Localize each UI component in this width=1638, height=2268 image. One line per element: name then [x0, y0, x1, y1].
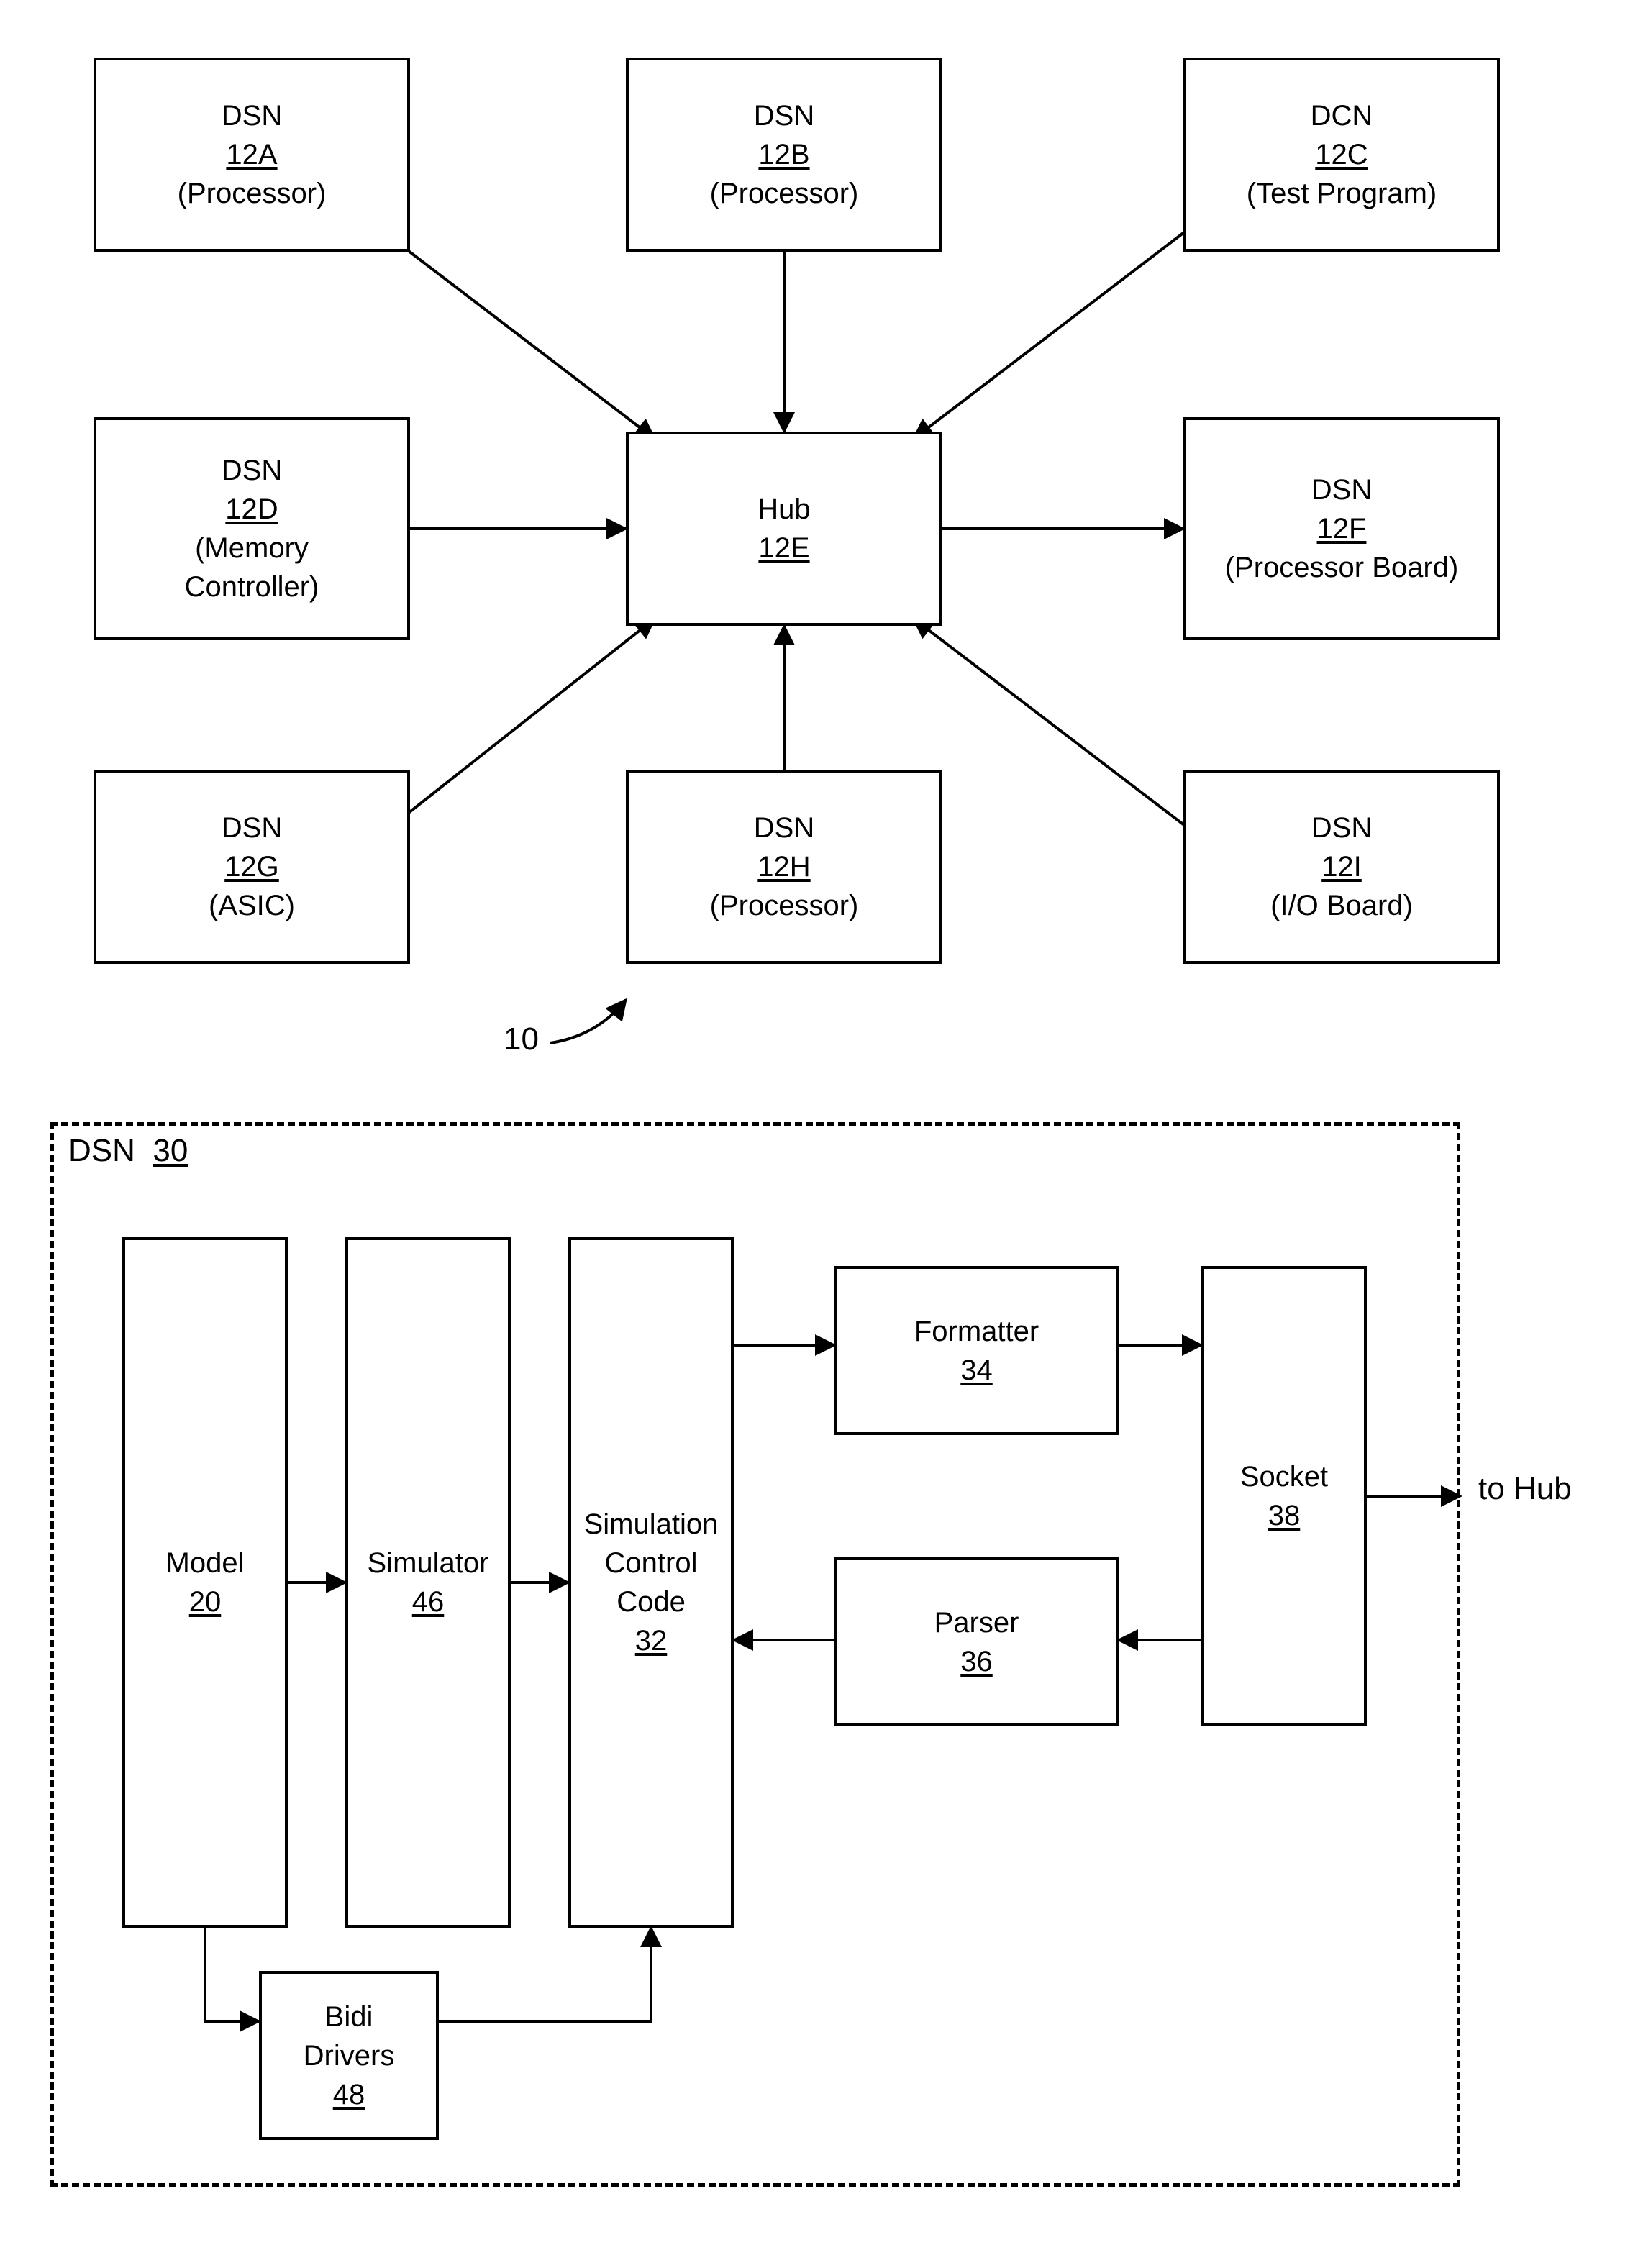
node-sub: (Processor Board) — [1225, 548, 1459, 587]
node-ref: 48 — [333, 2075, 365, 2114]
bottom-node-32: SimulationControlCode32 — [568, 1237, 734, 1928]
to-hub-label: to Hub — [1478, 1471, 1572, 1507]
node-ref: 12G — [224, 847, 279, 886]
node-ref: 38 — [1268, 1496, 1301, 1535]
node-title: Socket — [1240, 1457, 1328, 1496]
top-node-12A: DSN12A(Processor) — [94, 58, 410, 252]
node-title: DSN — [1311, 809, 1372, 847]
node-title: DSN — [1311, 470, 1372, 509]
node-sub: (Processor) — [178, 174, 327, 213]
top-node-12C: DCN12C(Test Program) — [1183, 58, 1500, 252]
node-ref: 12B — [758, 135, 809, 174]
node-ref: 36 — [960, 1642, 993, 1681]
bottom-node-34: Formatter34 — [834, 1266, 1119, 1435]
node-title: Control — [605, 1544, 698, 1582]
node-ref: 12D — [225, 490, 278, 529]
dsn-container-label: DSN 30 — [68, 1133, 188, 1169]
node-ref: 34 — [960, 1351, 993, 1390]
figure-ref-text: 10 — [504, 1021, 539, 1057]
node-ref: 20 — [189, 1582, 222, 1621]
top-node-12G: DSN12G(ASIC) — [94, 770, 410, 964]
node-ref: 12E — [758, 529, 809, 568]
node-sub: (Memory — [195, 529, 309, 568]
node-sub: (ASIC) — [209, 886, 295, 925]
to-hub-text: to Hub — [1478, 1471, 1572, 1506]
node-title: DSN — [754, 809, 814, 847]
top-node-12D: DSN12D(MemoryController) — [94, 417, 410, 640]
node-sub: (Processor) — [710, 886, 859, 925]
node-title: Simulation — [584, 1505, 719, 1544]
node-sub: Controller) — [185, 568, 319, 606]
node-title: Simulator — [368, 1544, 489, 1582]
node-title: Parser — [934, 1603, 1019, 1642]
node-sub: (Test Program) — [1247, 174, 1437, 213]
node-title: Drivers — [304, 2036, 395, 2075]
node-ref: 12A — [226, 135, 277, 174]
node-ref: 12C — [1315, 135, 1368, 174]
dsn-container-title: DSN — [68, 1133, 135, 1168]
top-node-12B: DSN12B(Processor) — [626, 58, 942, 252]
node-ref: 46 — [412, 1582, 445, 1621]
node-ref: 12I — [1321, 847, 1362, 886]
node-ref: 32 — [635, 1621, 668, 1660]
node-title: DCN — [1311, 96, 1373, 135]
node-title: Formatter — [914, 1312, 1039, 1351]
bottom-node-48: BidiDrivers48 — [259, 1971, 439, 2140]
node-title: DSN — [754, 96, 814, 135]
bottom-node-38: Socket38 — [1201, 1266, 1367, 1726]
node-title: DSN — [222, 809, 282, 847]
top-node-12I: DSN12I(I/O Board) — [1183, 770, 1500, 964]
node-title: Code — [616, 1582, 686, 1621]
figure-ref-label: 10 — [504, 1021, 539, 1057]
node-sub: (I/O Board) — [1270, 886, 1413, 925]
node-title: Model — [166, 1544, 245, 1582]
node-title: DSN — [222, 96, 282, 135]
node-ref: 12H — [757, 847, 810, 886]
top-node-12H: DSN12H(Processor) — [626, 770, 942, 964]
dsn-container-ref: 30 — [153, 1133, 188, 1168]
diagram-root: DSN12A(Processor)DSN12B(Processor)DCN12C… — [29, 29, 1609, 2239]
node-title: Hub — [757, 490, 810, 529]
bottom-node-46: Simulator46 — [345, 1237, 511, 1928]
node-ref: 12F — [1317, 509, 1367, 548]
node-title: DSN — [222, 451, 282, 490]
node-title: Bidi — [325, 1998, 373, 2036]
bottom-node-36: Parser36 — [834, 1557, 1119, 1726]
top-node-12F: DSN12F(Processor Board) — [1183, 417, 1500, 640]
bottom-node-20: Model20 — [122, 1237, 288, 1928]
top-node-12E: Hub12E — [626, 432, 942, 626]
node-sub: (Processor) — [710, 174, 859, 213]
